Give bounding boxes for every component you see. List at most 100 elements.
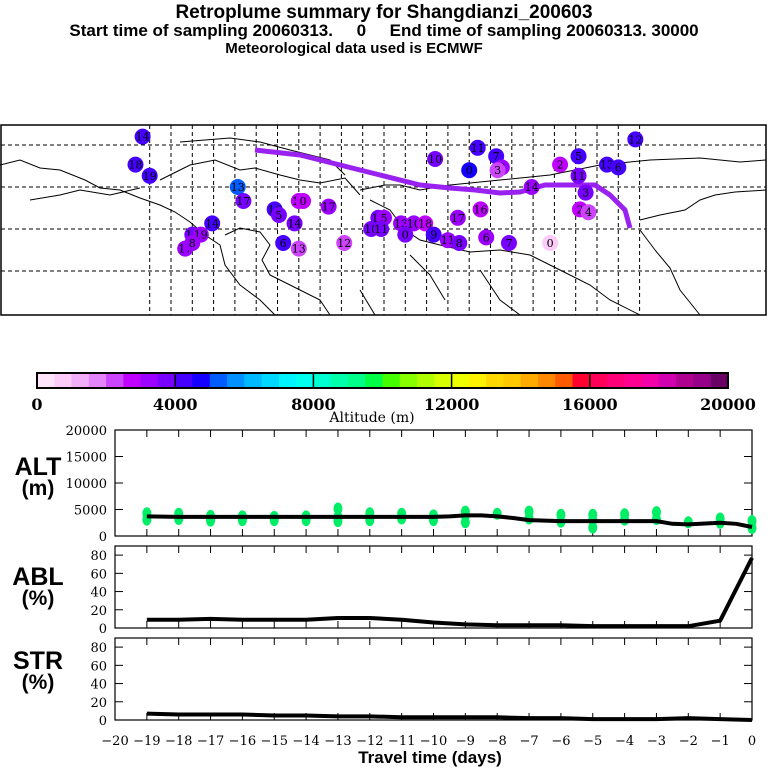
x-tick-label: −2 bbox=[679, 734, 698, 749]
x-tick-label: −17 bbox=[197, 734, 224, 749]
alt-line bbox=[146, 513, 753, 529]
x-tick-label: −3 bbox=[647, 734, 666, 749]
alt-ytick-label: 0 bbox=[99, 530, 107, 545]
cluster-label: 6 bbox=[483, 231, 490, 244]
alt-ytick-label: 10000 bbox=[66, 477, 107, 492]
colorbar-cell bbox=[296, 373, 314, 388]
x-tick-label: −6 bbox=[551, 734, 570, 749]
abl-ylabel-line2: (%) bbox=[21, 587, 55, 610]
str-line bbox=[146, 711, 753, 722]
colorbar-cell bbox=[710, 373, 729, 388]
abl-ylabel: ABL (%) bbox=[8, 565, 68, 610]
abl-ytick-label: 0 bbox=[99, 622, 107, 637]
colorbar-cell bbox=[399, 373, 418, 388]
colorbar-tick-label: 12000 bbox=[424, 395, 480, 414]
alt-point bbox=[301, 510, 311, 523]
cluster-label: 11 bbox=[572, 170, 586, 183]
abl-ytick-label: 80 bbox=[90, 549, 107, 564]
cluster-marker bbox=[134, 128, 151, 145]
alt-point bbox=[333, 502, 343, 515]
alt-point bbox=[301, 514, 311, 527]
cluster-marker bbox=[489, 162, 506, 179]
cluster-label: 7 bbox=[505, 237, 512, 250]
colorbar-cell bbox=[140, 373, 159, 388]
cluster-marker bbox=[425, 226, 442, 243]
x-tick-label: −20 bbox=[101, 734, 128, 749]
cluster-label: 14 bbox=[205, 217, 219, 230]
colorbar-cell bbox=[244, 373, 263, 388]
cluster-marker bbox=[449, 209, 466, 226]
colorbar-cell bbox=[572, 373, 591, 388]
str-ylabel: STR (%) bbox=[8, 649, 68, 694]
colorbar-cell bbox=[54, 373, 73, 388]
alt-point bbox=[237, 510, 247, 523]
cluster-marker bbox=[478, 229, 495, 246]
cluster-marker bbox=[469, 139, 486, 156]
alt-point bbox=[142, 513, 152, 526]
alt-point bbox=[747, 522, 757, 535]
alt-point bbox=[492, 507, 502, 520]
retroplume-map: 1418131714161917816512014613171216510111… bbox=[0, 124, 767, 316]
coastline bbox=[479, 269, 521, 316]
str-panel: 0 20 40 60 80 bbox=[90, 637, 753, 729]
cluster-label: 16 bbox=[474, 203, 488, 216]
alt-point bbox=[174, 513, 184, 526]
str-ylabel-line2: (%) bbox=[21, 671, 55, 694]
cluster-marker bbox=[580, 204, 597, 221]
x-tick-label: −5 bbox=[583, 734, 602, 749]
colorbar-cell bbox=[278, 373, 297, 388]
cluster-marker bbox=[373, 221, 390, 237]
colorbar-cell bbox=[555, 373, 574, 388]
colorbar-cell bbox=[382, 373, 401, 388]
colorbar-cell bbox=[71, 373, 90, 388]
alt-point bbox=[588, 514, 598, 527]
cluster-label: 0 bbox=[402, 229, 409, 242]
alt-point bbox=[651, 513, 661, 526]
cluster-marker bbox=[127, 156, 144, 173]
x-axis: −20 −19 −18 −17 −16 −15 −14 −13 −12 −11 −10 −9 −8 −7−… bbox=[101, 734, 756, 749]
str-ytick-label: 60 bbox=[90, 659, 107, 674]
cluster-marker bbox=[627, 131, 644, 148]
x-tick-label: −18 bbox=[165, 734, 192, 749]
cluster-marker bbox=[397, 226, 414, 243]
cluster-label: 0 bbox=[547, 237, 554, 250]
x-tick-label: −4 bbox=[615, 734, 634, 749]
coastline bbox=[29, 187, 141, 201]
str-ytick-label: 0 bbox=[99, 714, 107, 729]
str-frame bbox=[114, 637, 753, 721]
colorbar-cell bbox=[434, 373, 453, 388]
cluster-label: 6 bbox=[615, 161, 622, 174]
cluster-marker bbox=[405, 215, 422, 232]
cluster-label: 4 bbox=[585, 206, 592, 219]
colorbar-cell bbox=[537, 373, 556, 388]
cluster-marker bbox=[204, 215, 221, 232]
alt-point bbox=[333, 510, 343, 523]
str-ytick-label: 40 bbox=[90, 678, 107, 693]
alt-point bbox=[269, 510, 279, 523]
cluster-label: 12 bbox=[337, 237, 351, 250]
colorbar-cell bbox=[486, 373, 504, 388]
x-tick-label: −15 bbox=[261, 734, 288, 749]
x-tick-label: −1 bbox=[711, 734, 730, 749]
coastline bbox=[359, 157, 767, 191]
cluster-marker bbox=[552, 156, 569, 173]
alt-point bbox=[715, 512, 725, 525]
abl-ytick-label: 40 bbox=[90, 586, 107, 601]
colorbar-cell bbox=[658, 373, 677, 388]
x-axis-label: Travel time (days) bbox=[358, 748, 502, 767]
alt-point bbox=[365, 514, 375, 527]
x-tick-label: −10 bbox=[420, 734, 447, 749]
met-data-note: Meteorological data used is ECMWF bbox=[225, 40, 483, 57]
abl-panel: 0 20 40 60 80 bbox=[90, 545, 754, 637]
alt-point bbox=[460, 505, 470, 518]
coastline bbox=[409, 254, 446, 301]
colorbar-tick-label: 16000 bbox=[562, 395, 618, 414]
alt-frame bbox=[114, 429, 753, 537]
cluster-label: 6 bbox=[280, 237, 287, 250]
x-tick-label: −19 bbox=[133, 734, 160, 749]
colorbar-cell bbox=[417, 373, 435, 388]
cluster-marker bbox=[451, 235, 468, 251]
alt-point bbox=[620, 513, 630, 526]
cluster-marker bbox=[290, 240, 307, 257]
cluster-marker bbox=[141, 167, 158, 184]
